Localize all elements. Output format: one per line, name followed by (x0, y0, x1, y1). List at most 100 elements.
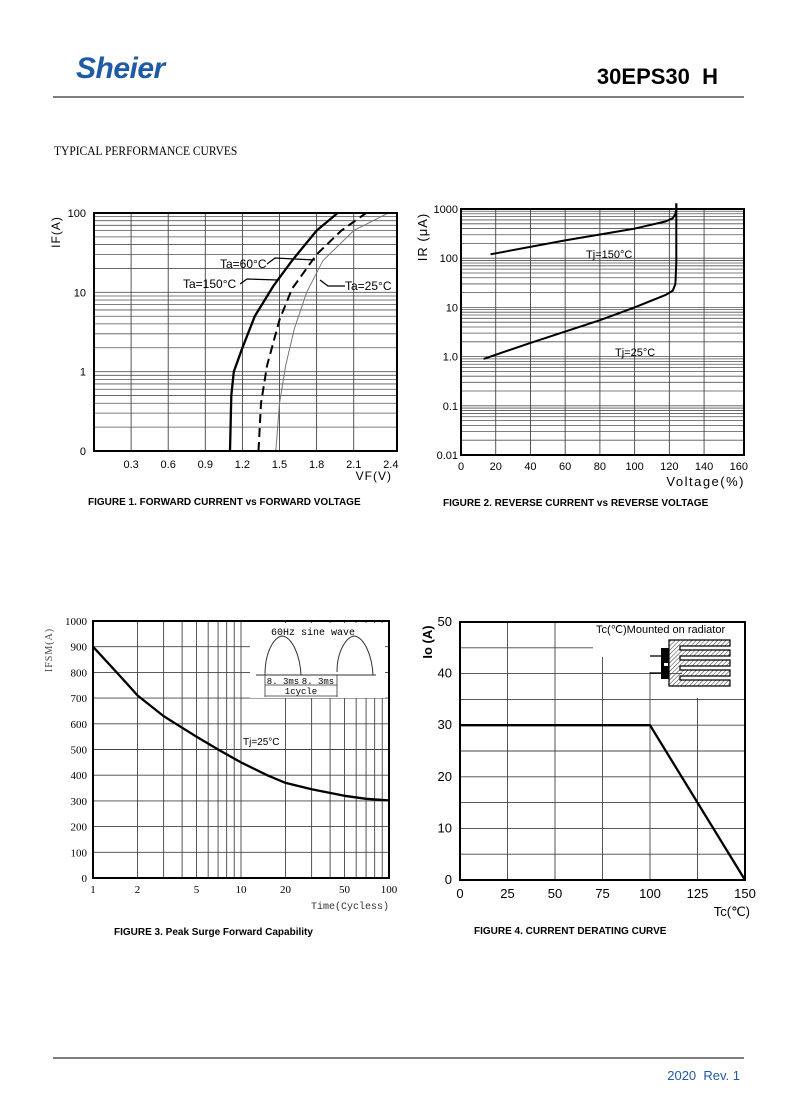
chart-2-x-tick-label: 0 (458, 461, 464, 473)
chart-4-x-tick-label: 125 (687, 886, 709, 901)
chart-3-y-axis-label: IFSM(A) (44, 628, 55, 672)
sine-wave-icon (264, 635, 374, 676)
chart-1-y-tick-label: 100 (68, 208, 86, 220)
chart-3-series-line-1 (92, 645, 390, 802)
header-divider (53, 96, 744, 98)
chart-4-x-tick-label: 150 (734, 886, 756, 901)
leader-line-ta-150 (239, 278, 279, 285)
chart-2-x-tick-label: 20 (490, 461, 502, 473)
chart-2-x-tick-label: 60 (559, 461, 571, 473)
revision-label: 2020 Rev. 1 (667, 1068, 740, 1083)
chart-1-x-tick-label: 2.1 (346, 459, 361, 471)
chart-1-series-line-3 (275, 212, 389, 452)
chart-3-x-tick-label: 5 (194, 884, 200, 896)
chart-3-y-tick-label: 200 (71, 822, 88, 834)
brand-logo: Sheier (76, 52, 165, 85)
chart-1-x-axis-label: VF(V) (356, 469, 392, 483)
chart-3-y-tick-label: 900 (71, 642, 88, 654)
chart-3-x-tick-label: 1 (90, 884, 96, 896)
figure-2-caption: FIGURE 2. REVERSE CURRENT vs REVERSE VOL… (443, 498, 709, 509)
device-tab-icon (664, 663, 668, 666)
series-label-tj-25: Tj=25°C (243, 737, 280, 748)
chart-2-y-axis-label: IR (μA) (415, 213, 430, 261)
chart-1-y-tick-label: 1 (80, 367, 86, 379)
chart-1-x-tick-label: 0.9 (198, 459, 213, 471)
chart-2-series-line-2 (483, 203, 678, 360)
chart-2-x-tick-label: 40 (524, 461, 536, 473)
series-label-ta-60: Ta=60°C (220, 257, 267, 271)
chart-2-x-tick-label: 80 (594, 461, 606, 473)
chart-4-x-tick-label: 25 (500, 886, 514, 901)
chart-2-y-tick-label: 1000 (434, 204, 458, 216)
chart-1-x-tick-label: 1.5 (272, 459, 287, 471)
series-label-ta-150: Ta=150°C (183, 277, 237, 291)
chart-2-x-tick-label: 140 (695, 461, 713, 473)
plot-frame (92, 620, 390, 879)
series-label-tj-25: Tj=25°C (615, 347, 655, 359)
figure-1-caption: FIGURE 1. FORWARD CURRENT vs FORWARD VOL… (88, 497, 361, 508)
chart-2-y-tick-label: 0.01 (437, 450, 458, 462)
chart-2-x-tick-label: 120 (660, 461, 678, 473)
chart-3-x-tick-label: 50 (339, 884, 351, 896)
chart-1-y-tick-label: 0 (80, 446, 86, 458)
chart-1-y-axis-label: IF(A) (49, 216, 63, 248)
chart-1-series-line-2 (257, 212, 367, 452)
figure-4-caption: FIGURE 4. CURRENT DERATING CURVE (474, 926, 667, 937)
chart-1-series-line-1 (228, 212, 339, 452)
chart-4-y-tick-label: 20 (438, 769, 452, 784)
chart-4-y-tick-label: 50 (438, 614, 452, 629)
chart-4-x-tick-label: 75 (595, 886, 609, 901)
part-number-title: 30EPS30 H (596, 64, 718, 89)
inset-cycle-label: 1cycle (285, 687, 317, 697)
chart-2-x-axis-label: Voltage(%) (666, 474, 745, 489)
chart-3-x-tick-label: 10 (236, 884, 248, 896)
plot-frame (460, 208, 745, 456)
chart-3-y-tick-label: 800 (71, 667, 88, 679)
chart-4-x-tick-label: 100 (639, 886, 661, 901)
footer-divider (53, 1057, 744, 1059)
heatsink-icon (668, 639, 731, 687)
inset-title: Tc(℃)Mounted on radiator (596, 624, 725, 636)
chart-1-x-tick-label: 2.4 (383, 459, 398, 471)
chart-3-y-tick-label: 600 (71, 719, 88, 731)
chart-4-x-axis-label: Tc(℃) (714, 904, 750, 919)
plot-frame (459, 621, 746, 881)
chart-1-x-tick-label: 0.6 (161, 459, 176, 471)
leader-line-ta-25 (319, 279, 345, 287)
section-title: TYPICAL PERFORMANCE CURVES (54, 144, 238, 158)
chart-3-y-tick-label: 500 (71, 745, 88, 757)
chart-3-y-tick-label: 1000 (65, 616, 88, 628)
chart-2-y-tick-label: 1.0 (443, 352, 458, 364)
chart-3-x-tick-label: 100 (381, 884, 398, 896)
chart-1-x-tick-label: 1.2 (235, 459, 250, 471)
chart-4-x-tick-label: 0 (456, 886, 463, 901)
chart-4-series-line-1 (460, 724, 746, 881)
inset-background (250, 623, 385, 698)
series-label-tj-150: Tj=150°C (586, 249, 632, 261)
plot-frame (93, 212, 398, 452)
chart-3-x-tick-label: 20 (280, 884, 292, 896)
inset-half-period-2: 8. 3ms (302, 677, 334, 687)
chart-3-x-axis-label: Time(Cycless) (311, 901, 389, 913)
chart-1-x-tick-label: 1.8 (309, 459, 324, 471)
chart-3-y-tick-label: 400 (71, 770, 88, 782)
series-label-ta-25: Ta=25°C (345, 279, 392, 293)
chart-4-y-tick-label: 30 (438, 717, 452, 732)
chart-2-x-tick-label: 100 (625, 461, 643, 473)
chart-3-x-tick-label: 2 (135, 884, 141, 896)
chart-3-y-tick-label: 700 (71, 693, 88, 705)
chart-2-y-tick-label: 10 (446, 302, 458, 314)
chart-2-x-tick-label: 160 (730, 461, 748, 473)
chart-1-y-tick-label: 10 (74, 287, 86, 299)
chart-2-y-tick-label: 0.1 (443, 401, 458, 413)
chart-3-y-tick-label: 0 (82, 873, 88, 885)
chart-4-x-tick-label: 50 (548, 886, 562, 901)
chart-3-y-tick-label: 300 (71, 796, 88, 808)
chart-3-y-tick-label: 100 (71, 847, 88, 859)
figure-3-caption: FIGURE 3. Peak Surge Forward Capability (114, 927, 313, 938)
inset-half-period-1: 8. 3ms (267, 677, 299, 687)
chart-2-y-tick-label: 100 (440, 253, 458, 265)
inset-title: 60Hz sine wave (271, 627, 355, 639)
